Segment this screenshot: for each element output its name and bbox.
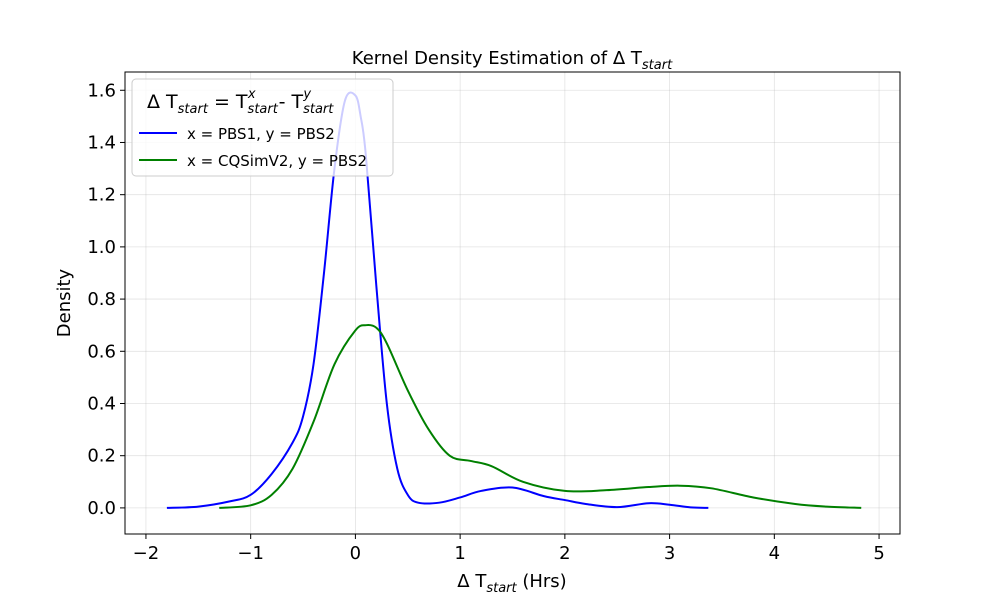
- x-tick-label: 3: [664, 543, 675, 564]
- y-tick-label: 0.8: [87, 289, 116, 310]
- legend: Δ Tstart = Tstartx - Tstarty x = PBS1, y…: [131, 78, 394, 177]
- series-line-pbs1: [166, 91, 709, 509]
- x-axis-label: Δ Tstart (Hrs): [457, 571, 566, 596]
- chart-title: Kernel Density Estimation of Δ Tstart: [352, 48, 673, 73]
- legend-label-cqsimv2: x = CQSimV2, y = PBS2: [187, 152, 367, 170]
- x-tick-label: 2: [559, 543, 570, 564]
- y-tick-label: 1.6: [87, 80, 116, 101]
- legend-label-pbs1: x = PBS1, y = PBS2: [187, 125, 335, 143]
- grid-lines: [125, 72, 900, 534]
- legend-box: [131, 78, 394, 177]
- y-tick-label: 1.4: [87, 132, 116, 153]
- x-tick-label: 4: [769, 543, 780, 564]
- legend-title: Δ Tstart = Tstartx - Tstarty: [147, 87, 334, 117]
- y-tick-label: 1.0: [87, 237, 116, 258]
- y-axis-label: Density: [54, 268, 75, 337]
- x-tick-label: 0: [350, 543, 361, 564]
- series-lines: [166, 91, 862, 509]
- y-tick-label: 0.2: [87, 446, 116, 467]
- y-tick-label: 0.0: [87, 498, 116, 519]
- plot-frame: [124, 71, 901, 535]
- y-tick-label: 1.2: [87, 185, 116, 206]
- x-tick-label: −2: [133, 543, 160, 564]
- x-tick-label: 1: [454, 543, 465, 564]
- axis-ticks: −2 −1 0 1 2 3 4 5 0.0 0.2 0.4 0.6 0.8 1.0 1.2 1.4 1.6: [87, 80, 884, 564]
- y-tick-label: 0.4: [87, 393, 116, 414]
- x-tick-label: −1: [237, 543, 264, 564]
- x-tick-label: 5: [873, 543, 884, 564]
- y-tick-label: 0.6: [87, 341, 116, 362]
- series-line-cqsimv2: [219, 323, 862, 509]
